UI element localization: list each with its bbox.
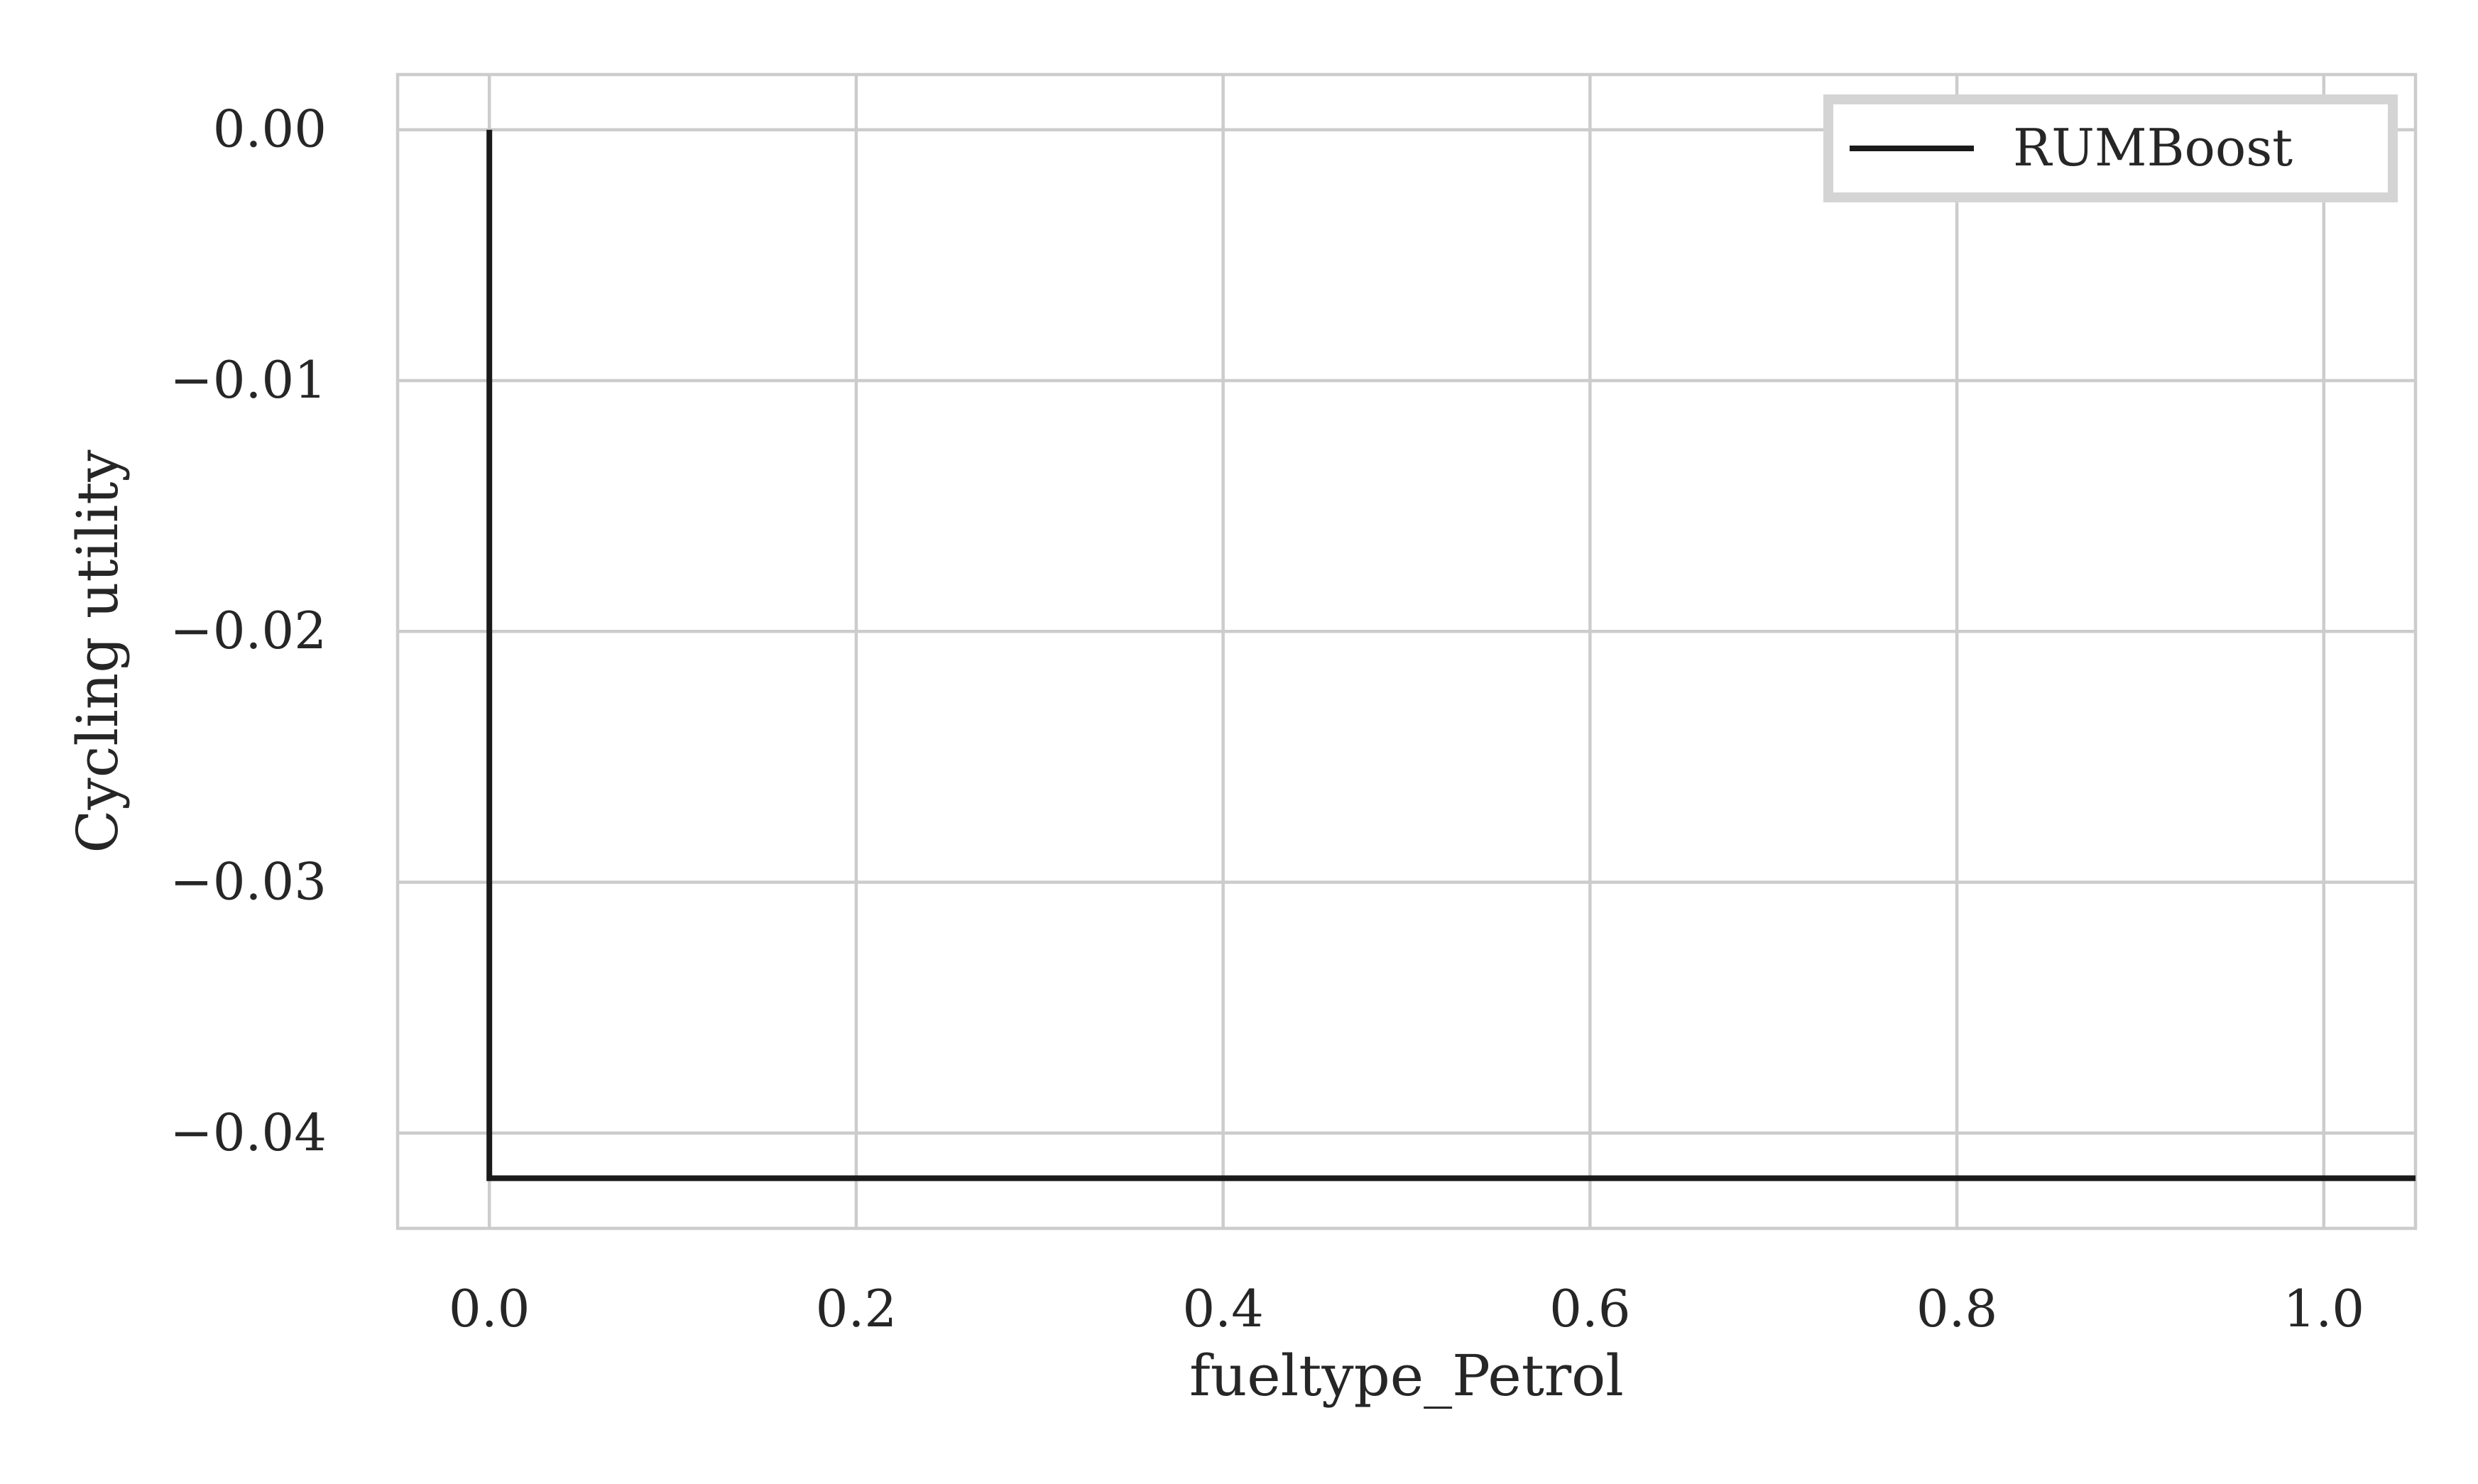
legend-label: RUMBoost [2013,118,2293,178]
x-tick-label: 0.6 [1549,1279,1631,1338]
y-axis-label: Cycling utility [65,449,131,853]
y-tick-label: −0.02 [170,601,327,660]
x-tick-label: 0.2 [816,1279,897,1338]
x-gridlines [487,75,2326,1228]
series-line-0 [486,129,2416,1182]
y-tick-labels: 0.00 −0.01 −0.02 −0.03 −0.04 [170,99,327,1162]
x-tick-label: 0.0 [449,1279,530,1338]
y-tick-label: −0.01 [170,350,327,410]
y-tick-label: −0.04 [170,1103,327,1162]
plot-frame [395,72,2418,1231]
y-tick-label: 0.00 [213,99,327,159]
series-layer [486,129,2416,1182]
legend: RUMBoost [1823,94,2398,202]
x-axis-label: fueltype_Petrol [1189,1343,1624,1409]
x-tick-labels: 0.0 0.2 0.4 0.6 0.8 1.0 [449,1279,2364,1338]
y-gridlines [398,128,2416,1135]
x-tick-label: 1.0 [2283,1279,2365,1338]
x-tick-label: 0.8 [1916,1279,1998,1338]
y-tick-label: −0.03 [170,852,327,912]
x-tick-label: 0.4 [1182,1279,1264,1338]
